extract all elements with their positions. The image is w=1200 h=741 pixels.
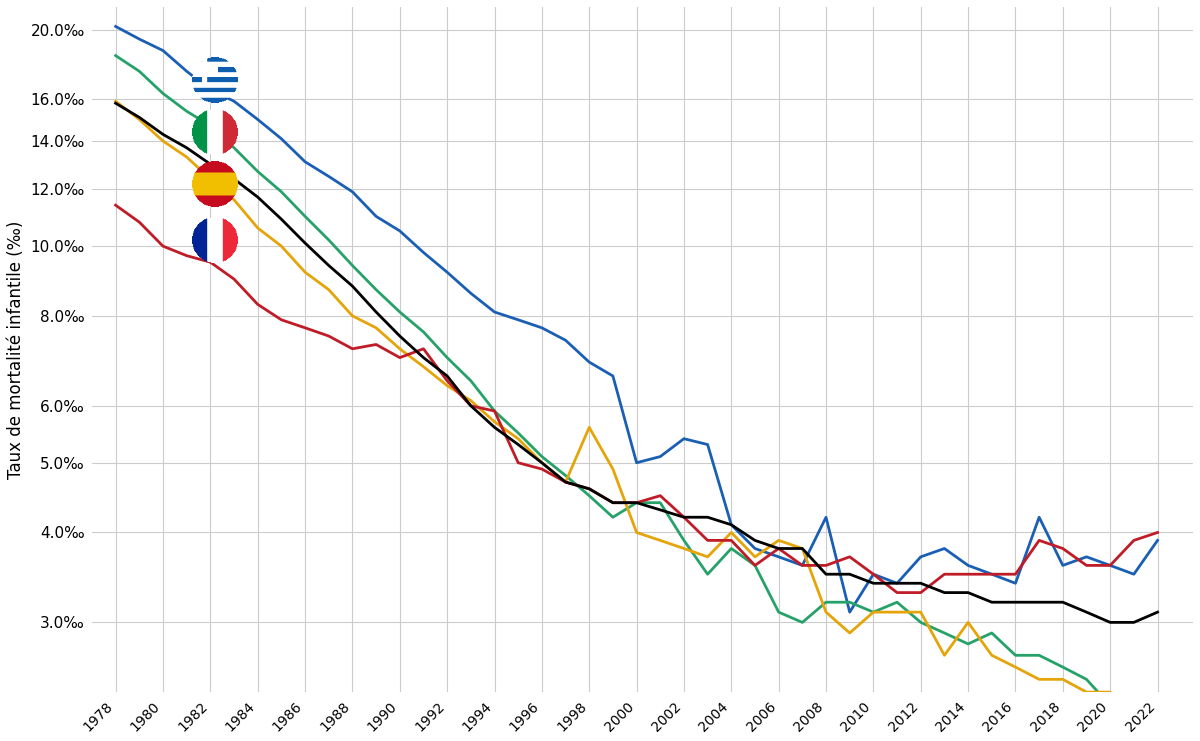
Y-axis label: Taux de mortalité infantile (‰): Taux de mortalité infantile (‰) (7, 220, 25, 479)
